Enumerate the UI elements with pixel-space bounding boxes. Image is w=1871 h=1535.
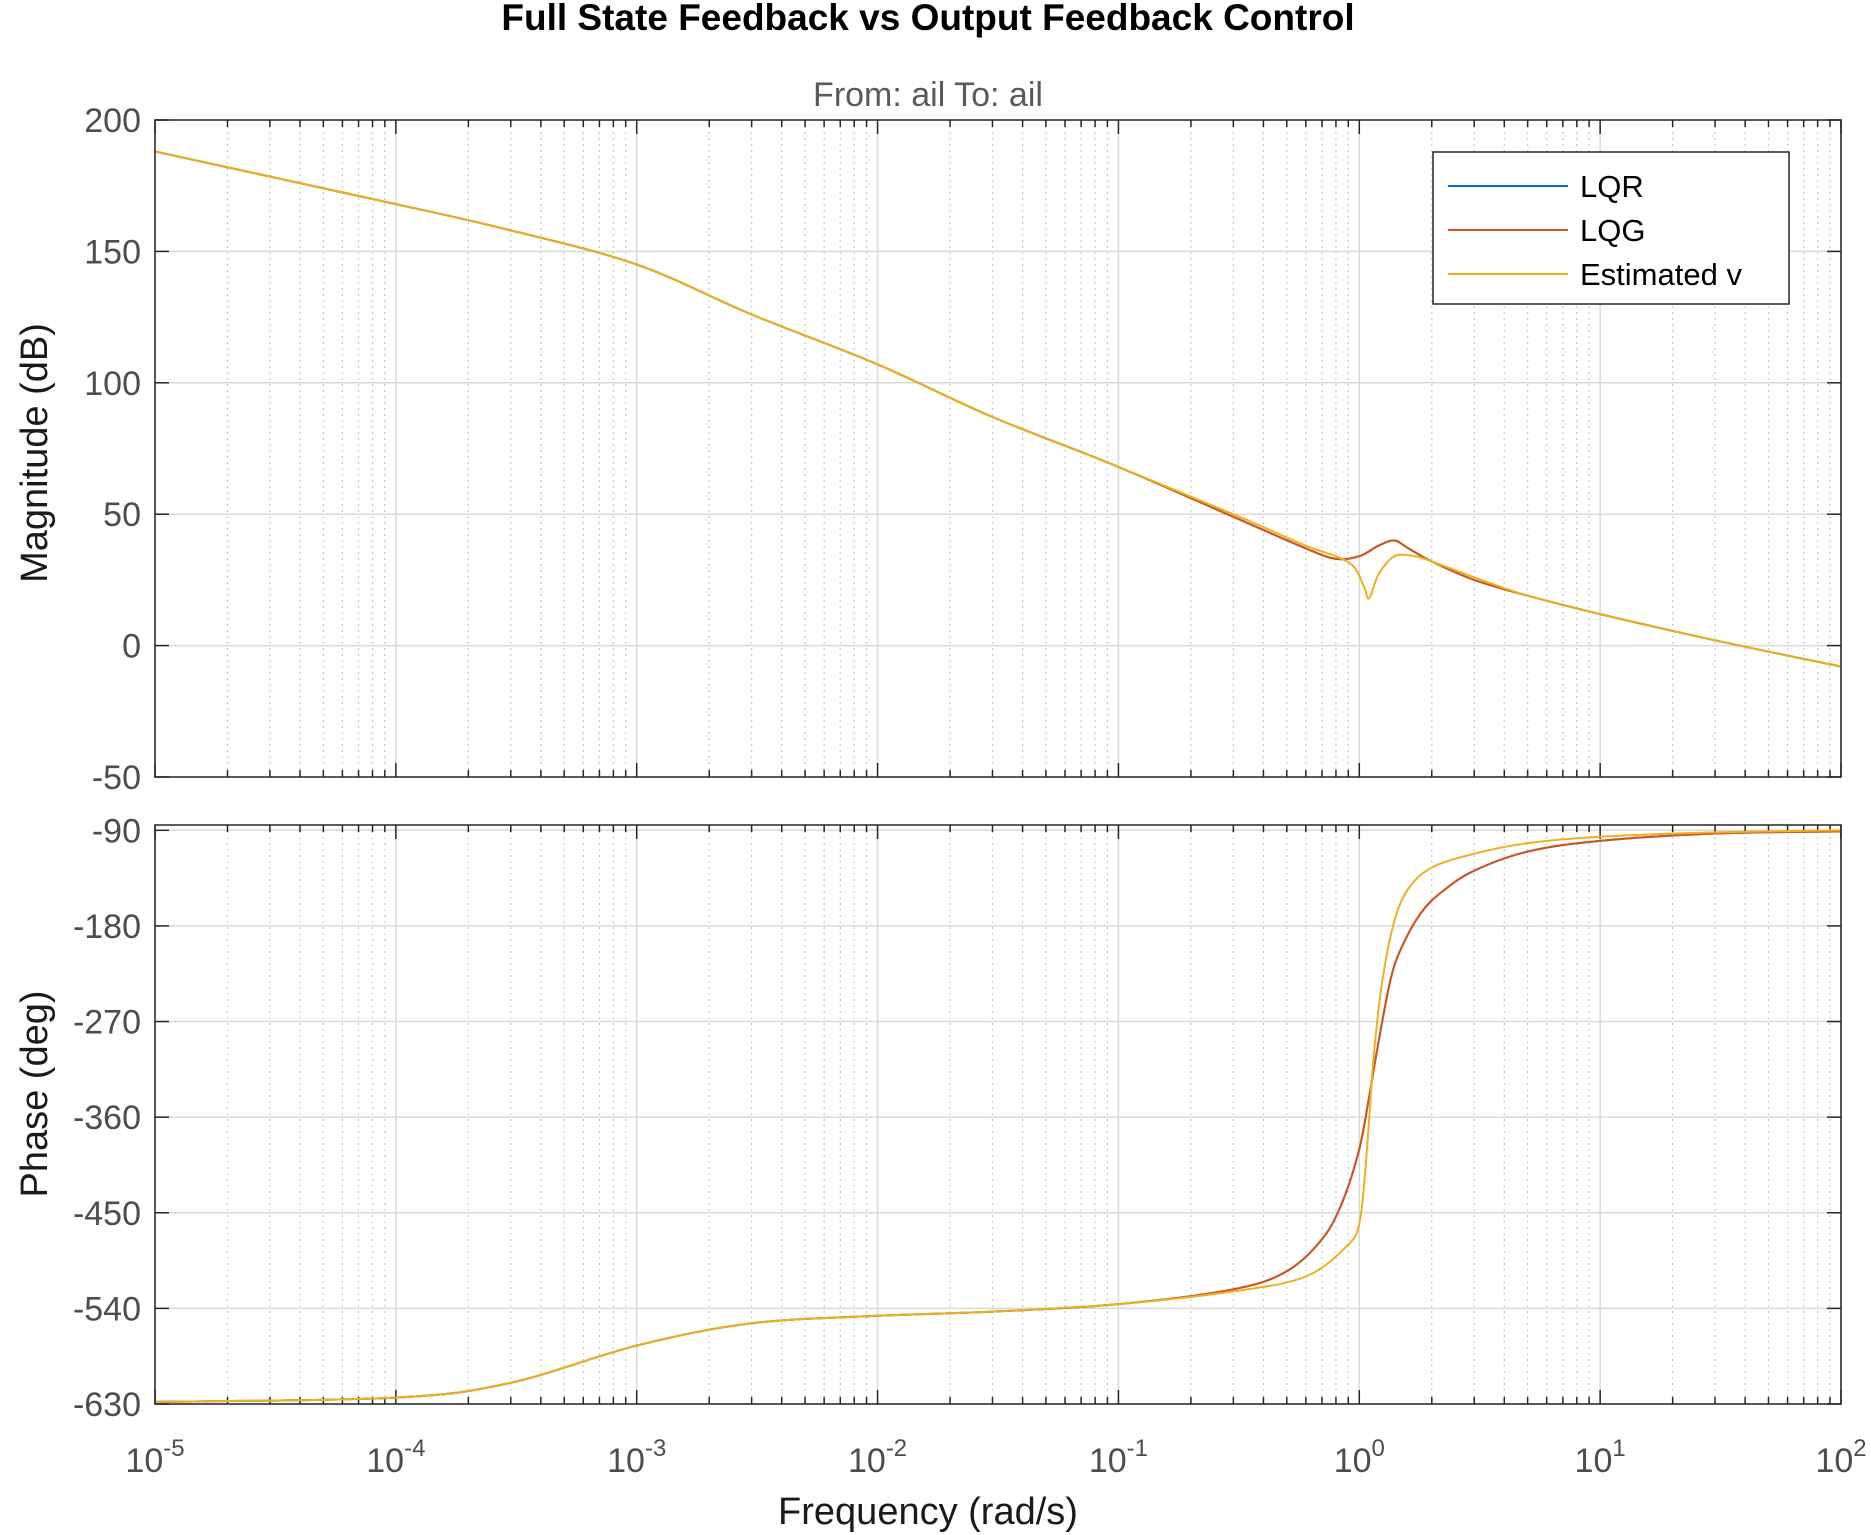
magnitude-y-axis-label: Magnitude (dB) <box>14 323 56 583</box>
x-tick-label: 100 <box>1334 1435 1385 1480</box>
y-tick-label: 200 <box>84 102 141 140</box>
axes-frame <box>154 119 1842 778</box>
y-tick-label: 50 <box>103 496 141 534</box>
chart-title: Full State Feedback vs Output Feedback C… <box>501 0 1354 38</box>
chart-subtitle: From: ail To: ail <box>813 76 1043 114</box>
x-tick-label: 10-3 <box>607 1435 666 1480</box>
y-tick-label: -180 <box>73 908 141 946</box>
y-tick-label: -90 <box>92 812 141 850</box>
legend: LQR LQG Estimated v <box>1432 151 1790 305</box>
x-tick-label: 101 <box>1575 1435 1626 1480</box>
x-axis-label: Frequency (rad/s) <box>778 1491 1078 1533</box>
x-tick-labels: 10-5 10-4 10-3 10-2 10-1 100 101 102 <box>125 1435 1866 1480</box>
phase-panel: -630 -540 -450 -360 -270 -180 -90 <box>73 812 1842 1424</box>
legend-box <box>1432 151 1790 305</box>
x-tick-label: 10-2 <box>848 1435 907 1480</box>
axes-frame <box>154 824 1842 1405</box>
x-tick-label: 10-1 <box>1089 1435 1148 1480</box>
y-tick-label: 150 <box>84 233 141 271</box>
y-tick-label: -270 <box>73 1004 141 1042</box>
y-tick-label: -630 <box>73 1386 141 1424</box>
y-tick-label: -360 <box>73 1099 141 1137</box>
series-line-estimated-v <box>155 150 1841 668</box>
y-tick-label: 100 <box>84 365 141 403</box>
legend-label-estimated-v: Estimated v <box>1580 257 1742 292</box>
curves <box>155 150 1841 668</box>
y-tick-label: 0 <box>122 628 141 666</box>
x-tick-label: 10-5 <box>125 1435 184 1480</box>
legend-label-lqg: LQG <box>1580 213 1645 248</box>
x-tick-label: 10-4 <box>366 1435 425 1480</box>
curves <box>155 829 1841 1403</box>
x-tick-label: 102 <box>1815 1435 1866 1480</box>
y-tick-label: -50 <box>92 759 141 797</box>
phase-y-axis-label: Phase (deg) <box>14 990 56 1197</box>
y-tick-label: -450 <box>73 1195 141 1233</box>
plot-area <box>155 825 1841 1404</box>
legend-label-lqr: LQR <box>1580 169 1644 204</box>
series-line-estimated-v <box>155 829 1841 1403</box>
y-tick-label: -540 <box>73 1290 141 1328</box>
